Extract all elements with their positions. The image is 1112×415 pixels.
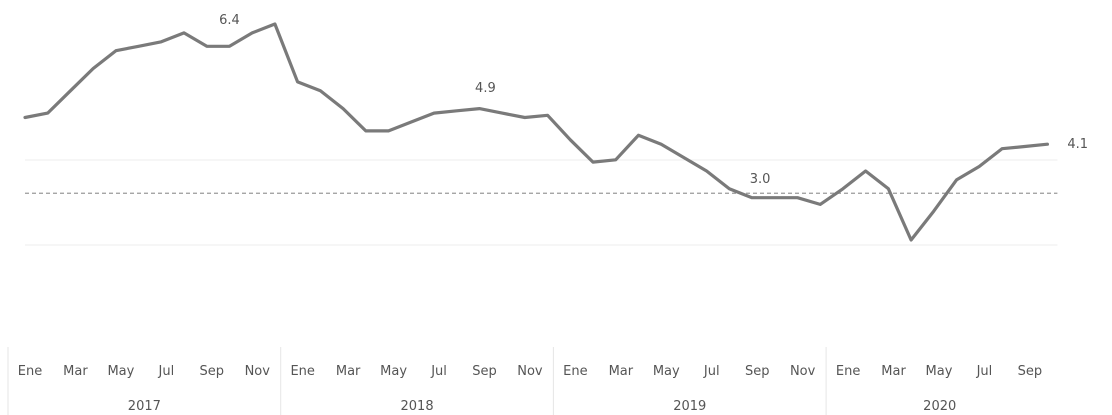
grid-lines xyxy=(25,159,1058,246)
year-label: 2020 xyxy=(923,399,956,414)
data-labels: 6.4 4.9 3.0 4.1 xyxy=(219,13,1088,187)
month-tick-label: Sep xyxy=(745,364,770,379)
month-tick-label: May xyxy=(107,364,134,379)
year-label: 2018 xyxy=(401,399,434,414)
data-label: 4.1 xyxy=(1067,137,1088,152)
month-tick-label: Jul xyxy=(158,364,175,379)
month-tick-label: Jul xyxy=(976,364,993,379)
month-tick-label: Mar xyxy=(63,364,88,379)
month-tick-label: Nov xyxy=(517,364,543,379)
month-tick-label: Sep xyxy=(1018,364,1043,379)
x-axis: Ene Mar May Jul Sep Nov Ene Mar May Jul Sep Nov Ene M… xyxy=(7,347,1043,415)
month-tick-label: Ene xyxy=(18,364,42,379)
data-label: 4.9 xyxy=(475,81,496,96)
month-tick-label: Mar xyxy=(609,364,634,379)
month-tick-label: Sep xyxy=(472,364,497,379)
month-tick-label: Jul xyxy=(430,364,447,379)
year-label: 2017 xyxy=(128,399,161,414)
year-label: 2019 xyxy=(673,399,706,414)
month-tick-label: Sep xyxy=(200,364,225,379)
month-tick-label: Nov xyxy=(245,364,271,379)
data-label: 3.0 xyxy=(750,172,771,187)
month-tick-label: May xyxy=(653,364,680,379)
series-line xyxy=(23,22,1050,242)
data-label: 6.4 xyxy=(219,13,240,28)
month-tick-label: Ene xyxy=(290,364,314,379)
month-tick-label: Mar xyxy=(336,364,361,379)
month-tick-label: May xyxy=(926,364,953,379)
month-tick-label: Ene xyxy=(563,364,587,379)
month-tick-label: Mar xyxy=(881,364,906,379)
month-tick-label: Jul xyxy=(703,364,720,379)
month-tick-label: Ene xyxy=(836,364,860,379)
month-tick-label: May xyxy=(380,364,407,379)
month-tick-label: Nov xyxy=(790,364,816,379)
